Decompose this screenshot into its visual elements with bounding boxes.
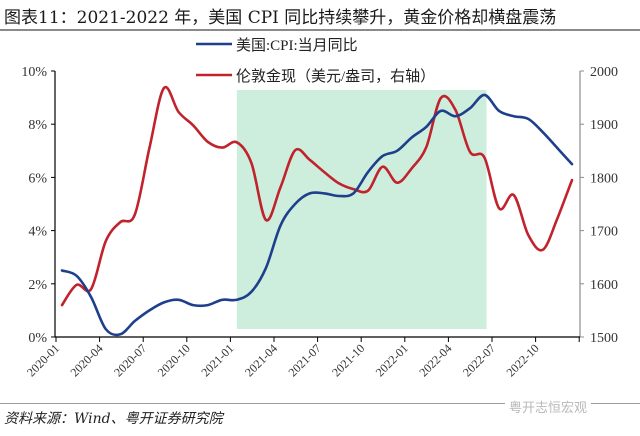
- legend-label-cpi: 美国:CPI:当月同比: [236, 37, 358, 54]
- footer-divider: [0, 403, 640, 404]
- x-axis-tick-label: 2021-07: [286, 341, 324, 379]
- right-axis-tick-label: 1700: [590, 225, 618, 240]
- x-axis: 2020-01 2020-04 2020-07 2020-10 2021-01 2021-…: [24, 336, 580, 379]
- left-y-axis: 0% 2% 4% 6% 8% 10%: [21, 65, 56, 346]
- x-axis-tick-label: 2021-01: [198, 341, 236, 379]
- x-axis-tick-label: 2020-04: [68, 341, 106, 379]
- x-axis-tick-label: 2020-07: [111, 341, 149, 379]
- left-axis-tick-label: 6%: [28, 171, 47, 186]
- us-cpi-line: [60, 93, 574, 337]
- right-y-axis: 1500 1600 1700 1800 1900 2000: [579, 65, 618, 346]
- left-axis-tick-label: 4%: [28, 225, 47, 240]
- right-axis-tick-label: 1900: [590, 118, 618, 133]
- chart-canvas: 0% 2% 4% 6% 8% 10% 1500 1600 1700 1800 1900 2000 2…: [21, 37, 618, 379]
- right-axis-tick-label: 1800: [590, 171, 618, 186]
- left-axis-tick-label: 2%: [28, 278, 47, 293]
- x-axis-tick-label: 2022-01: [373, 341, 411, 379]
- left-axis-tick-label: 10%: [21, 65, 47, 80]
- x-axis-tick-label: 2020-01: [24, 341, 62, 379]
- chart-title: 图表11：2021-2022 年，美国 CPI 同比持续攀升，黄金价格却横盘震荡: [4, 8, 557, 28]
- x-axis-tick-label: 2022-10: [504, 341, 542, 379]
- left-axis-tick-label: 8%: [28, 118, 47, 133]
- legend-label-gold: 伦敦金现（美元/盎司，右轴）: [236, 68, 435, 85]
- right-axis-tick-label: 2000: [590, 65, 618, 80]
- left-axis-tick-label: 0%: [28, 331, 47, 346]
- title-divider: [0, 29, 640, 31]
- x-axis-tick-label: 2022-04: [416, 341, 454, 379]
- legend: 美国:CPI:当月同比 伦敦金现（美元/盎司，右轴）: [196, 37, 435, 85]
- x-axis-tick-label: 2020-10: [155, 341, 193, 379]
- source-note: 资料来源：Wind、粤开证券研究院: [4, 411, 223, 427]
- x-axis-tick-label: 2021-04: [242, 341, 280, 379]
- right-axis-tick-label: 1500: [590, 331, 618, 346]
- gold-price-line: [60, 85, 574, 307]
- x-axis-tick-label: 2022-07: [460, 341, 498, 379]
- highlight-region: [236, 90, 487, 329]
- right-axis-tick-label: 1600: [590, 278, 618, 293]
- x-axis-tick-label: 2021-10: [329, 341, 367, 379]
- watermark: 粤开志恒宏观: [505, 397, 592, 416]
